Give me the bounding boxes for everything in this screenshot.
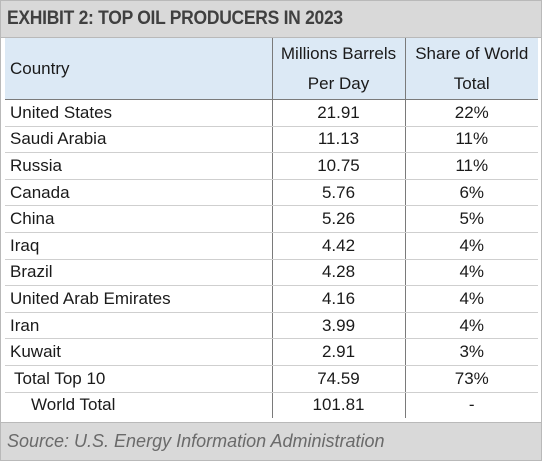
title-bar: EXHIBIT 2: TOP OIL PRODUCERS IN 2023 [1,1,541,38]
mbpd-cell: 4.42 [271,232,405,260]
table-row: China 5.26 5% [5,205,538,233]
share-cell: 6% [404,179,538,207]
country-cell: World Total [31,395,116,415]
country-cell: Iraq [5,232,272,260]
country-header-label: Country [10,58,70,78]
country-cell: Brazil [5,259,272,287]
source-note: Source: U.S. Energy Information Administ… [7,431,385,451]
share-cell: 22% [404,99,538,127]
source-bar: Source: U.S. Energy Information Administ… [1,422,541,460]
mbpd-header-line1: Millions Barrels [280,43,397,63]
table-row: Brazil 4.28 4% [5,259,538,287]
country-cell: China [5,205,272,233]
mbpd-cell: 5.26 [271,205,405,233]
mbpd-cell: 101.81 [271,392,405,419]
share-cell: 4% [404,259,538,287]
country-cell: Kuwait [5,338,272,366]
mbpd-cell: 5.76 [271,179,405,207]
table-row: Kuwait 2.91 3% [5,338,538,366]
country-cell: Iran [5,312,272,340]
table-row: Iran 3.99 4% [5,312,538,340]
table-header: Country Millions Barrels Per Day Share o… [5,38,538,100]
share-cell: 73% [404,365,538,393]
table-row: United Arab Emirates 4.16 4% [5,285,538,313]
share-cell: 4% [404,232,538,260]
country-cell: Saudi Arabia [5,126,272,154]
oil-producers-table: Country Millions Barrels Per Day Share o… [5,38,538,419]
share-cell: - [404,392,538,419]
country-cell: Total Top 10 [5,365,272,393]
mbpd-cell: 4.28 [271,259,405,287]
mbpd-cell: 4.16 [271,285,405,313]
total-top-10-row: Total Top 10 74.59 73% [5,365,538,393]
country-cell: United States [5,99,272,127]
mbpd-column-header: Millions Barrels Per Day [271,38,405,100]
mbpd-header-line2: Per Day [307,73,370,93]
table-row: Saudi Arabia 11.13 11% [5,126,538,154]
share-cell: 4% [404,312,538,340]
share-header-line1: Share of World [415,43,529,63]
exhibit-title: EXHIBIT 2: TOP OIL PRODUCERS IN 2023 [7,8,343,29]
share-cell: 5% [404,205,538,233]
table-body: United States 21.91 22% Saudi Arabia 11.… [5,99,538,419]
table-row: Russia 10.75 11% [5,152,538,180]
share-cell: 3% [404,338,538,366]
mbpd-cell: 74.59 [271,365,405,393]
mbpd-cell: 10.75 [271,152,405,180]
share-cell: 11% [404,126,538,154]
world-total-row: World Total 101.81 - [5,392,538,419]
share-cell: 4% [404,285,538,313]
mbpd-cell: 11.13 [271,126,405,154]
mbpd-cell: 3.99 [271,312,405,340]
header-row: Country Millions Barrels Per Day Share o… [5,38,538,100]
table-row: Canada 5.76 6% [5,179,538,207]
country-column-header: Country [5,38,272,100]
mbpd-cell: 2.91 [271,338,405,366]
share-cell: 11% [404,152,538,180]
country-cell: Russia [5,152,272,180]
share-header-line2: Total [453,73,490,93]
share-column-header: Share of World Total [404,38,538,100]
country-cell: United Arab Emirates [5,285,272,313]
mbpd-cell: 21.91 [271,99,405,127]
table-row: Iraq 4.42 4% [5,232,538,260]
table-row: United States 21.91 22% [5,99,538,127]
country-cell: Canada [5,179,272,207]
